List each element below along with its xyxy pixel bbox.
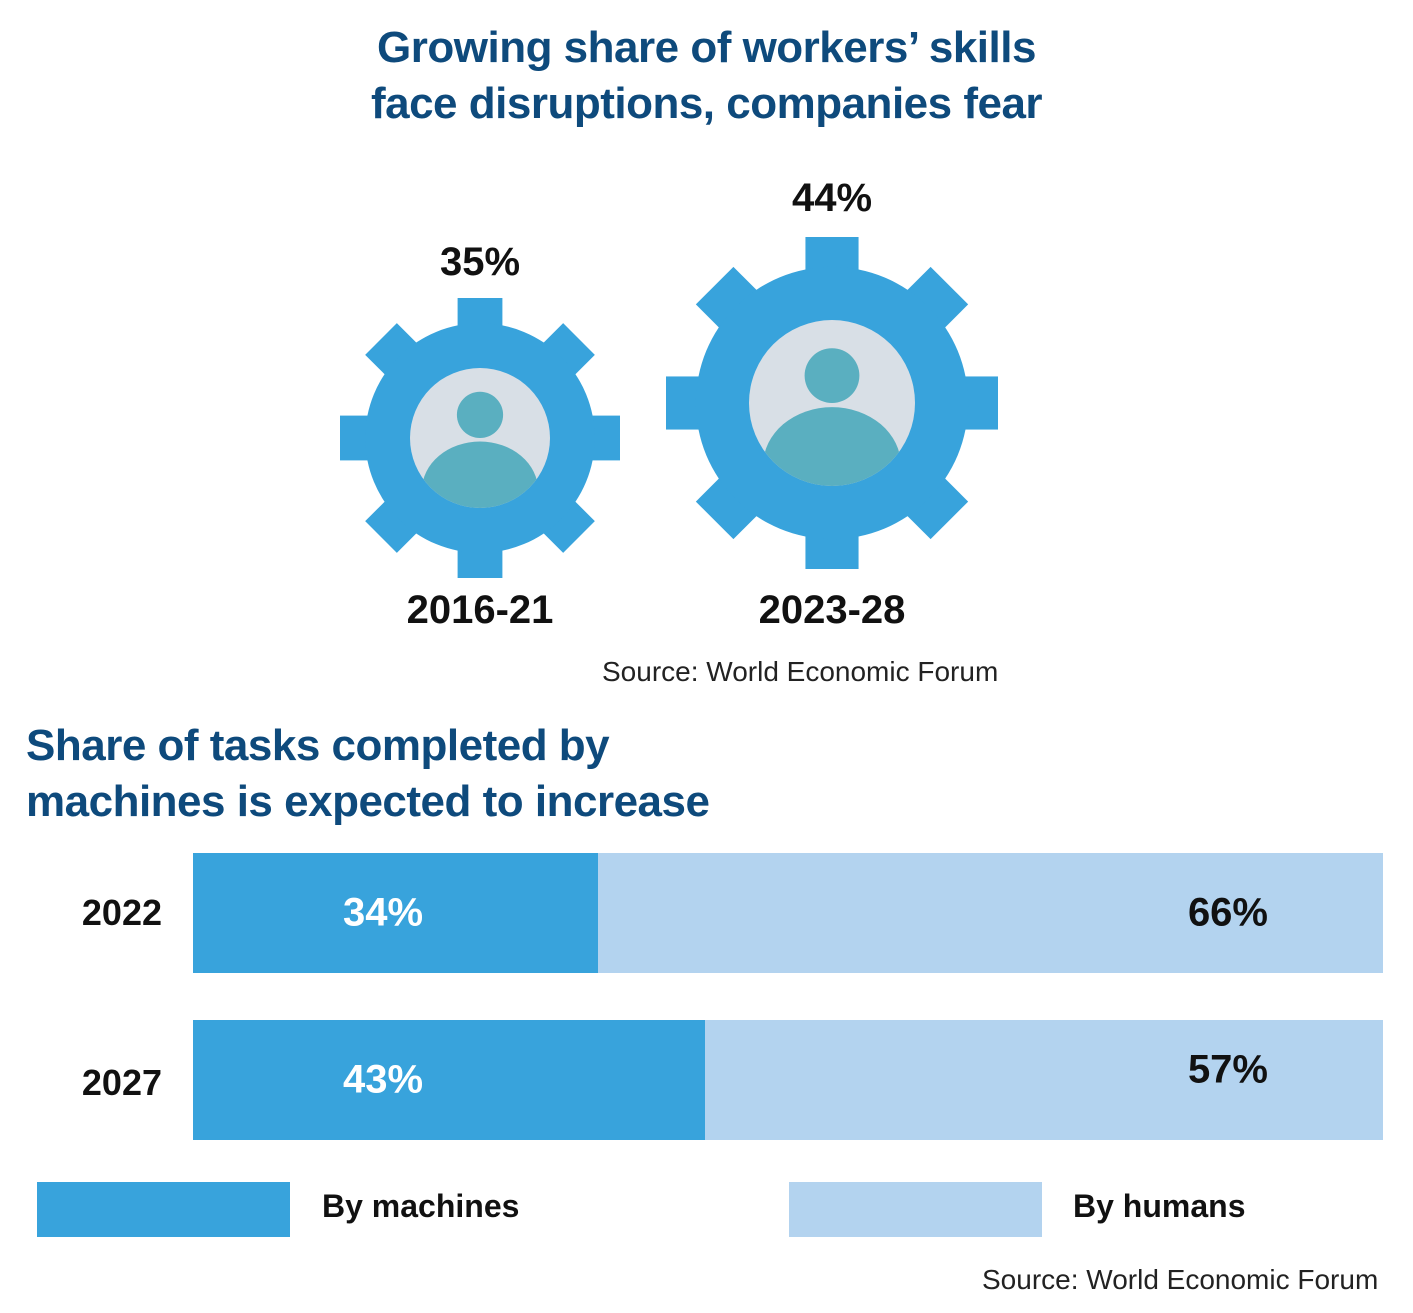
person-head	[804, 348, 860, 403]
gear-value-label: 44%	[791, 176, 873, 220]
legend-swatch-humans	[789, 1182, 1042, 1237]
title-line-2: face disruptions, companies fear	[370, 79, 1043, 128]
bar-segment-machines: 43%	[193, 1020, 705, 1140]
gear-tooth	[666, 376, 706, 430]
person-body	[421, 441, 539, 508]
stacked-bar-2022: 34% 66%	[193, 853, 1383, 973]
data-label-machines: 43%	[343, 1057, 424, 1102]
title-line-2: machines is expected to increase	[26, 777, 710, 826]
gear-tooth	[902, 473, 969, 540]
gear-person-icon	[340, 298, 620, 578]
data-label-humans: 66%	[1187, 890, 1268, 935]
gear-value-label: 35%	[439, 240, 521, 284]
source-note: Source: World Economic Forum	[602, 656, 999, 687]
gear-tooth	[365, 323, 422, 380]
source-note: Source: World Economic Forum	[982, 1264, 1379, 1295]
category-label: 2027	[81, 1062, 162, 1103]
gear-tooth	[958, 376, 998, 430]
period-label: 2016-21	[406, 588, 554, 632]
legend-label-machines: By machines	[322, 1188, 520, 1224]
person-icon	[421, 391, 539, 508]
gear-person-icon	[666, 237, 998, 569]
bar-segment-machines: 34%	[193, 853, 598, 973]
title-line-1: Share of tasks completed by	[26, 721, 610, 770]
chart-title-skills: Growing share of workers’ skills face di…	[0, 20, 1413, 132]
gear-tooth	[902, 266, 969, 333]
title-line-1: Growing share of workers’ skills	[377, 23, 1036, 72]
stacked-bar-2027: 43% 57%	[193, 1020, 1383, 1140]
gear-tooth	[695, 266, 762, 333]
gear-tooth	[538, 496, 595, 553]
person-icon	[763, 348, 901, 486]
bar-segment-humans: 66%	[598, 853, 1383, 973]
gear-tooth	[538, 323, 595, 380]
legend-swatch-machines	[37, 1182, 290, 1237]
gear-tooth	[695, 473, 762, 540]
bar-segment-humans: 57%	[705, 1020, 1383, 1140]
category-label: 2022	[81, 892, 162, 933]
legend-label-humans: By humans	[1073, 1188, 1246, 1224]
data-label-machines: 34%	[343, 890, 424, 935]
person-head	[456, 391, 504, 438]
chart-title-tasks: Share of tasks completed by machines is …	[26, 718, 710, 830]
period-label: 2023-28	[758, 588, 906, 632]
data-label-humans: 57%	[1187, 1047, 1268, 1092]
gear-tooth	[365, 496, 422, 553]
person-body	[763, 407, 901, 486]
